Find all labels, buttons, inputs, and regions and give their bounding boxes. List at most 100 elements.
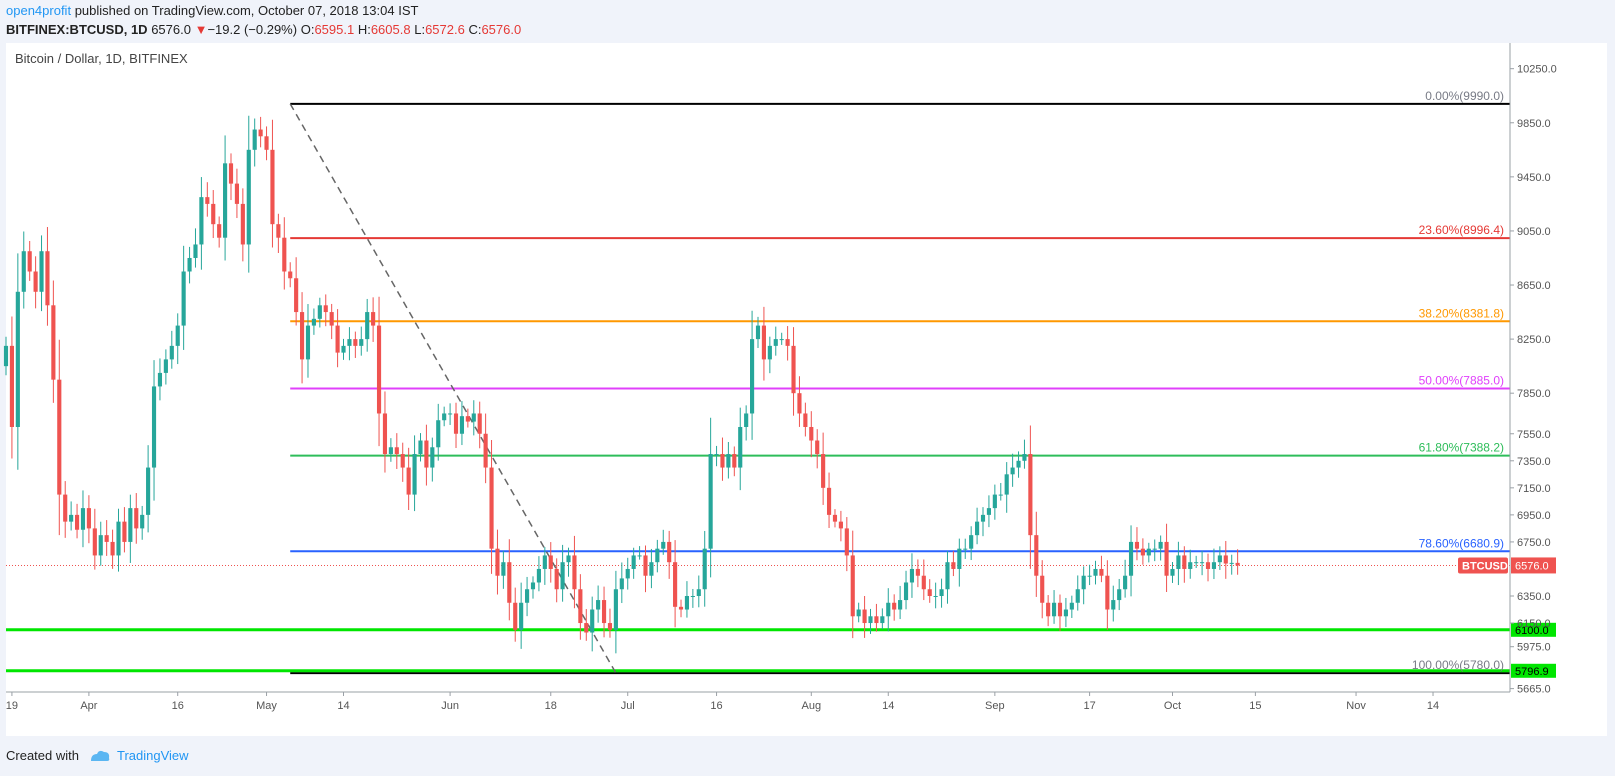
support-badge xyxy=(1511,622,1556,637)
support-badge xyxy=(1511,663,1556,678)
candle xyxy=(779,332,784,345)
candle xyxy=(726,441,731,479)
x-tick-label: May xyxy=(256,700,277,712)
candle xyxy=(453,402,459,449)
candle-body xyxy=(27,251,32,272)
candle-body xyxy=(1117,589,1122,601)
candle xyxy=(1034,511,1039,597)
candle-body xyxy=(732,454,737,468)
candle-body xyxy=(601,600,607,624)
candle-body xyxy=(39,251,44,292)
price-chart[interactable]: 6100.0 5796.9 BTCUSD 6576.0 0.00%(9990.0) 2… xyxy=(0,0,1615,745)
y-tick-label: 6950.0 xyxy=(1517,510,1551,522)
symbol-badge xyxy=(1458,557,1508,574)
candle xyxy=(986,495,992,528)
candle-body xyxy=(980,514,986,522)
candle-body xyxy=(1093,568,1098,576)
author-link[interactable]: open4profit xyxy=(6,3,72,18)
candle-body xyxy=(1176,555,1181,569)
candle xyxy=(311,308,316,335)
tradingview-link[interactable]: TradingView xyxy=(116,748,189,763)
candle xyxy=(826,472,832,528)
candle xyxy=(63,481,68,538)
candle xyxy=(317,297,322,328)
candle xyxy=(305,304,311,378)
candle xyxy=(9,316,14,459)
candle xyxy=(501,550,506,589)
candle xyxy=(1223,540,1228,579)
candle-body xyxy=(317,305,322,319)
candle-body xyxy=(270,149,275,225)
candle-body xyxy=(442,413,447,421)
candle xyxy=(1046,595,1051,627)
candle xyxy=(601,586,607,638)
candle-body xyxy=(1205,562,1211,569)
candle-body xyxy=(282,237,287,272)
candle-body xyxy=(1069,602,1074,610)
candle xyxy=(992,484,997,520)
candle-body xyxy=(276,224,281,238)
candle xyxy=(21,231,26,309)
candle xyxy=(406,447,411,511)
candle xyxy=(738,407,743,491)
candle xyxy=(424,424,429,486)
candle xyxy=(1123,559,1128,598)
candle xyxy=(465,408,470,428)
candle-body xyxy=(459,416,465,434)
candle-body xyxy=(1075,589,1080,603)
candle xyxy=(394,433,399,469)
candle-body xyxy=(1081,575,1086,590)
candle-body xyxy=(1087,575,1092,577)
candle xyxy=(1075,575,1080,611)
candle-body xyxy=(51,305,56,380)
candle xyxy=(530,576,536,599)
candle-body xyxy=(388,447,393,455)
candle-body xyxy=(359,339,364,346)
x-tick-label: 16 xyxy=(710,700,722,712)
candle-body xyxy=(998,494,1003,496)
candle xyxy=(649,548,654,589)
fib-level-label: 78.60%(6680.9) xyxy=(1419,536,1504,550)
candle xyxy=(442,406,447,427)
candle-body xyxy=(507,562,512,603)
candle xyxy=(1093,560,1098,585)
candle xyxy=(1087,564,1092,586)
candle-body xyxy=(1051,602,1057,617)
candle-body xyxy=(246,149,251,245)
candle xyxy=(1158,535,1163,561)
candle-body xyxy=(1034,535,1039,576)
candle-body xyxy=(975,521,980,536)
symbol-label: BITFINEX:BTCUSD, 1D xyxy=(6,22,148,37)
candle xyxy=(874,603,879,632)
candle xyxy=(1235,549,1240,575)
candle-body xyxy=(667,541,672,563)
candle xyxy=(382,391,388,473)
low-value: 6572.6 xyxy=(425,22,465,37)
candle-body xyxy=(584,623,589,633)
candle xyxy=(578,574,583,640)
candle xyxy=(607,608,613,638)
candle-body xyxy=(850,555,855,617)
open-label: O: xyxy=(300,22,315,37)
candle xyxy=(1176,541,1181,586)
candle-body xyxy=(288,271,293,279)
candle-body xyxy=(205,197,210,204)
candle-body xyxy=(838,521,843,529)
x-tick-label: 14 xyxy=(1427,700,1439,712)
candle-body xyxy=(353,339,358,346)
candle xyxy=(1081,566,1086,605)
candle-body xyxy=(886,602,891,617)
chart-title: Bitcoin / Dollar, 1D, BITFINEX xyxy=(15,51,188,66)
candle-body xyxy=(175,325,180,346)
candle xyxy=(536,556,541,592)
candle-body xyxy=(643,555,648,576)
candle-body xyxy=(785,339,790,346)
candle-body xyxy=(140,514,145,529)
x-tick-label: 16 xyxy=(172,700,184,712)
candle-body xyxy=(1170,568,1175,576)
candle xyxy=(448,403,453,425)
candle xyxy=(684,581,690,618)
candle xyxy=(1170,561,1175,583)
candle xyxy=(524,576,530,617)
candle xyxy=(359,326,364,356)
